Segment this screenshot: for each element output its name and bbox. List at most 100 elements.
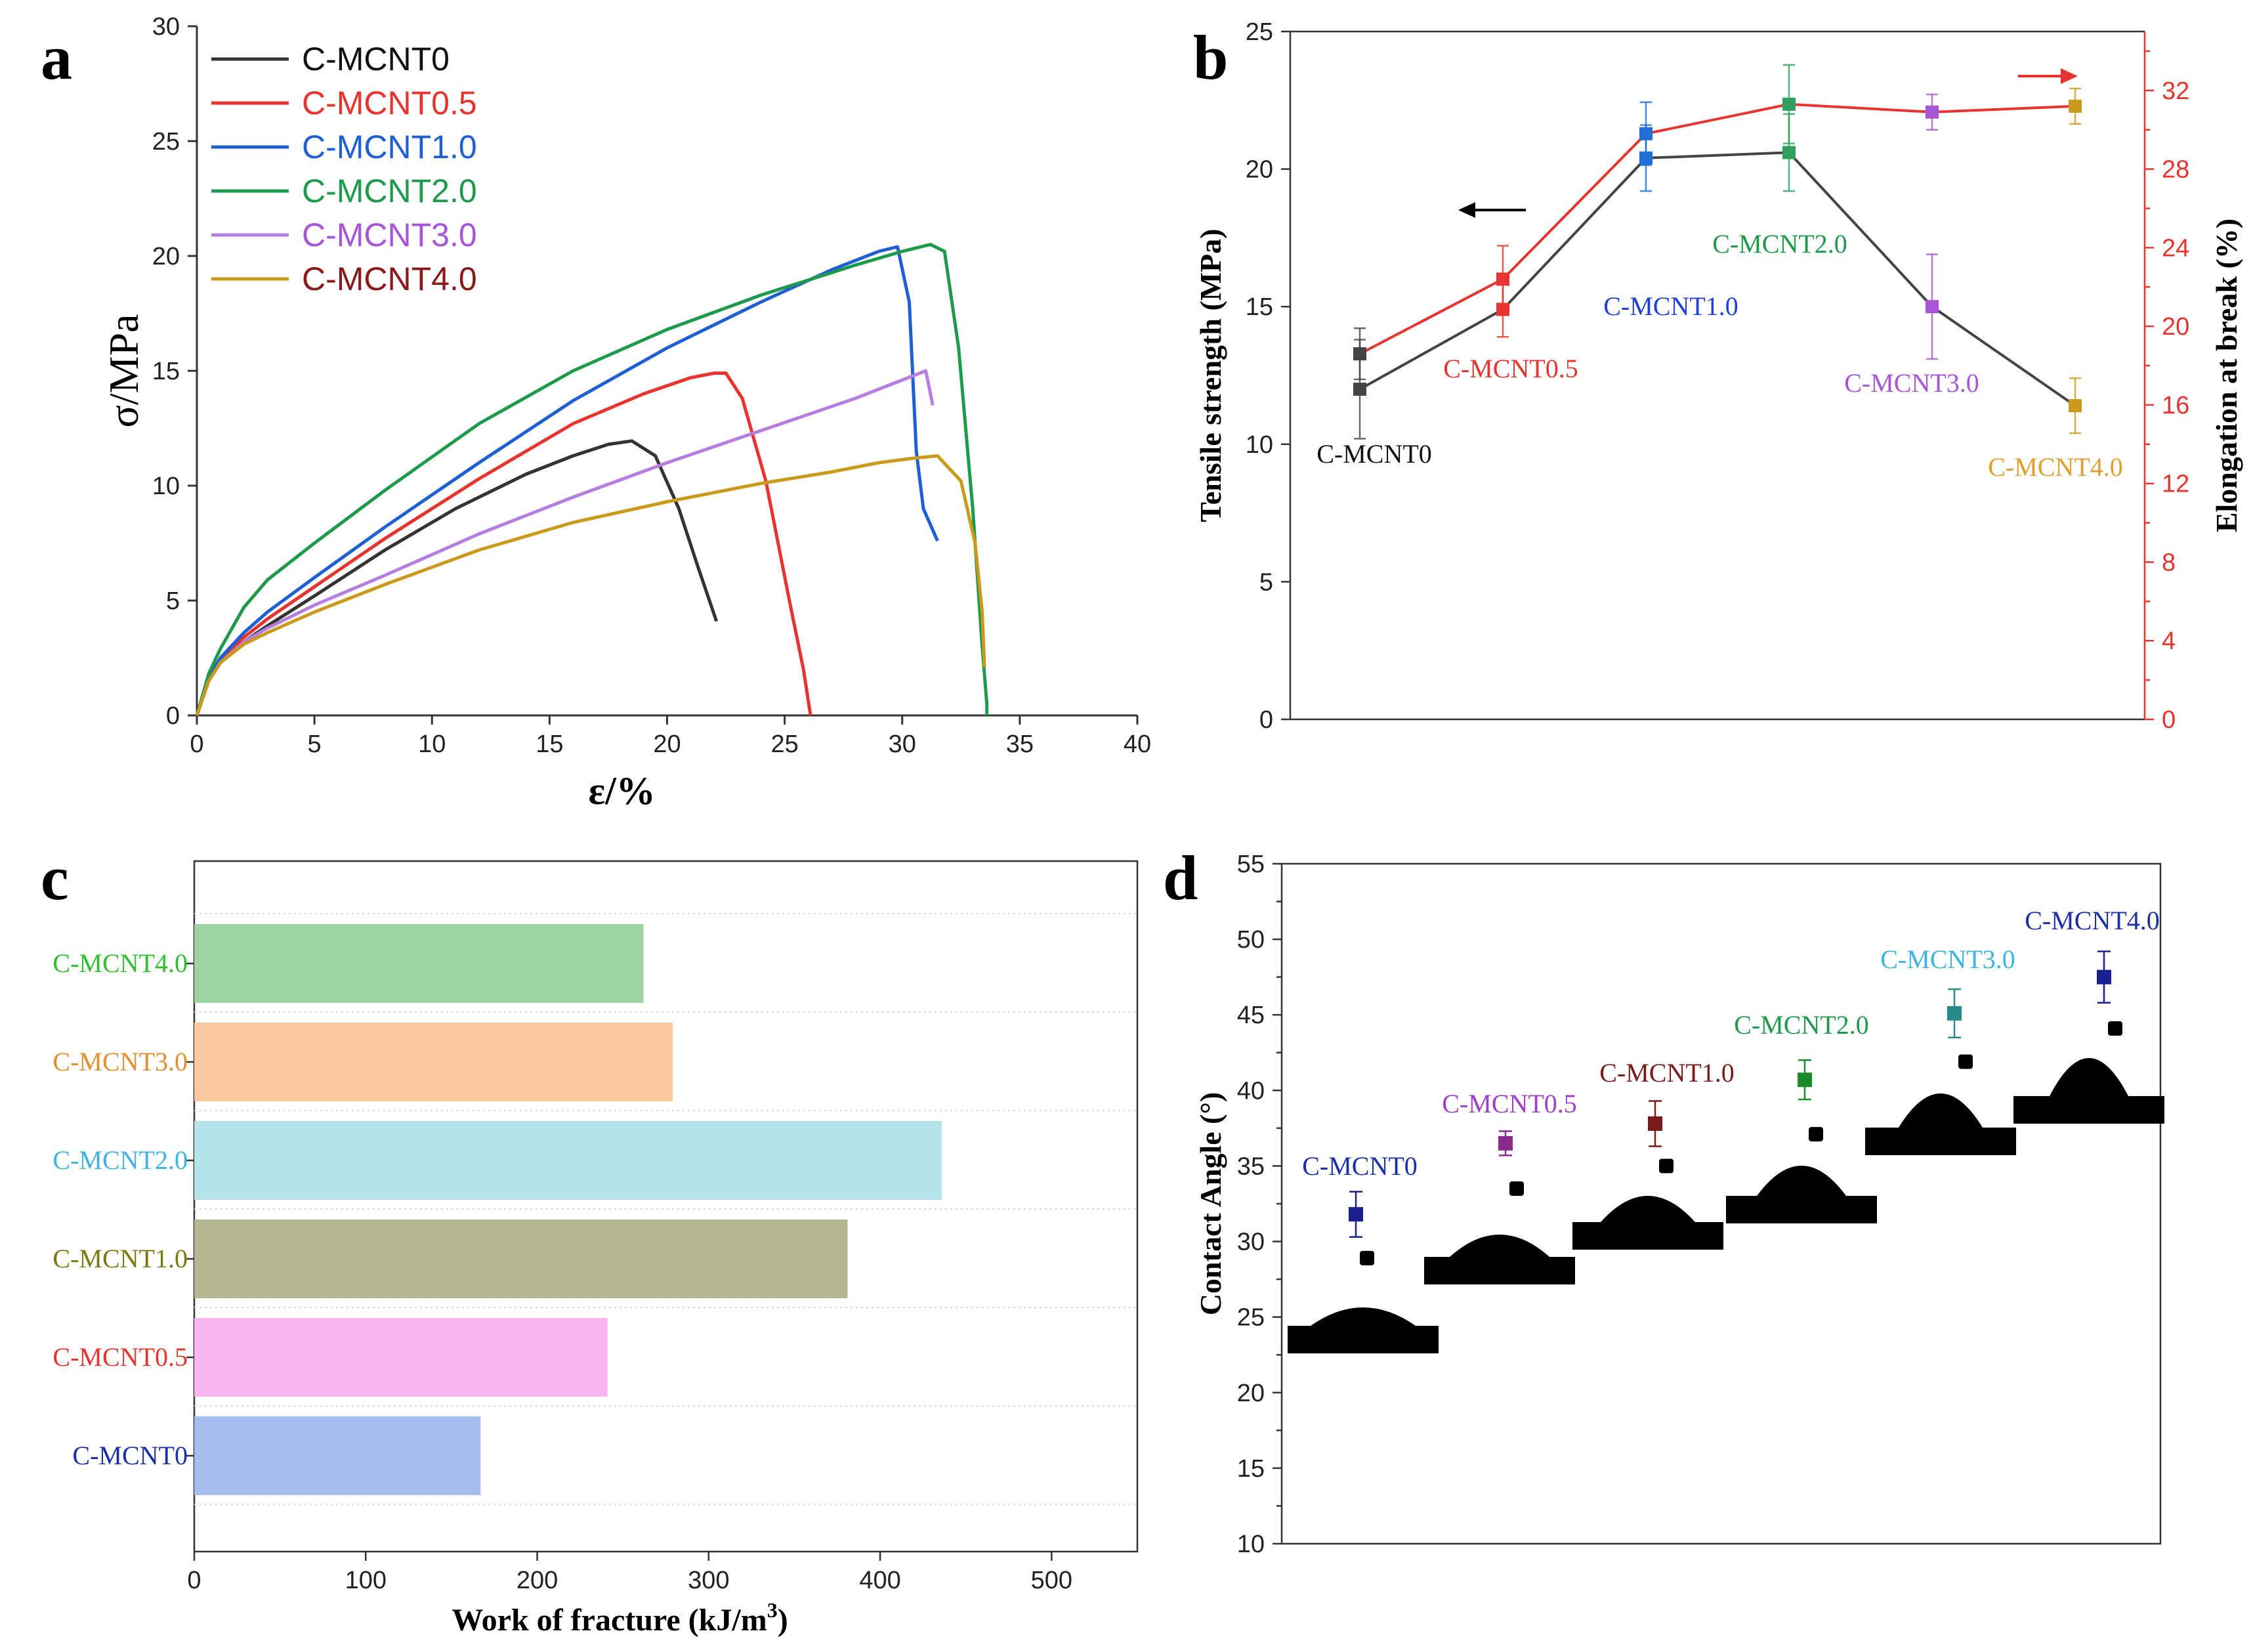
b-data-point — [1926, 300, 1939, 314]
c-x-axis-title-end: ) — [778, 1603, 788, 1638]
b-data-point — [1496, 272, 1509, 286]
b-y2-tick-label: 8 — [2162, 549, 2176, 576]
a-legend-label-C-MCNT0: C-MCNT0 — [302, 41, 450, 77]
b-data-point — [1926, 105, 1939, 119]
a-y-tick-label: 15 — [152, 358, 180, 385]
a-x-tick-label: 25 — [770, 731, 798, 758]
c-bar-C-MCNT4.0 — [194, 924, 644, 1003]
b-category-label-C-MCNT0: C-MCNT0 — [1316, 439, 1432, 469]
b-series-line-0 — [1359, 151, 2076, 407]
b-y-tick-label: 10 — [1246, 431, 1273, 459]
d-secondary-point — [1659, 1158, 1674, 1174]
a-series-line-C-MCNT0 — [195, 439, 719, 716]
chart-c-work-of-fracture: 0 100 200 300 400 500 Work of fracture (kJ/m3)… — [53, 860, 1139, 1638]
b-category-label-C-MCNT4.0: C-MCNT4.0 — [1988, 452, 2123, 482]
d-y-tick-label: 30 — [1237, 1229, 1265, 1256]
d-category-label-C-MCNT2.0: C-MCNT2.0 — [1734, 1010, 1869, 1040]
d-droplet-icon — [1601, 1196, 1695, 1222]
c-category-label-C-MCNT2.0: C-MCNT2.0 — [53, 1145, 188, 1175]
b-series-line-1 — [1359, 102, 2076, 355]
d-droplet-icon — [1757, 1166, 1846, 1196]
b-data-point — [1782, 146, 1796, 159]
d-secondary-point — [1509, 1181, 1524, 1196]
a-x-tick-label: 40 — [1124, 731, 1151, 758]
d-plot-frame — [1280, 862, 2162, 1545]
d-category-label-C-MCNT0.5: C-MCNT0.5 — [1442, 1089, 1577, 1118]
c-bar-C-MCNT3.0 — [194, 1023, 673, 1101]
d-y-tick-label: 55 — [1237, 851, 1265, 878]
b-y2-tick-label: 24 — [2162, 234, 2189, 262]
a-x-axis-title: ε/% — [589, 769, 656, 813]
a-x-tick-label: 0 — [190, 731, 203, 758]
b-y2-tick-label: 20 — [2162, 313, 2189, 341]
d-droplet-icon — [1899, 1093, 1983, 1128]
d-droplet-icon — [2050, 1058, 2128, 1096]
d-secondary-point — [1958, 1054, 1973, 1069]
a-y-tick-label: 30 — [152, 13, 180, 41]
d-category-label-C-MCNT3.0: C-MCNT3.0 — [1880, 944, 2015, 974]
d-droplet-icon — [1311, 1307, 1416, 1326]
b-arrow-right-icon — [2061, 68, 2078, 84]
a-x-tick-label: 10 — [418, 731, 446, 758]
a-legend-label-C-MCNT0.5: C-MCNT0.5 — [302, 85, 477, 121]
d-category-label-C-MCNT1.0: C-MCNT1.0 — [1599, 1058, 1735, 1088]
b-y2-tick-label: 4 — [2162, 627, 2176, 655]
chart-d-contact-angle: 10 15 20 25 30 35 40 45 50 55 Contact Angle (°) C-M… — [1194, 851, 2164, 1558]
d-y-tick-label: 20 — [1237, 1380, 1265, 1407]
d-substrate-icon — [1726, 1196, 1877, 1223]
c-bar-C-MCNT2.0 — [194, 1121, 942, 1200]
b-y-tick-label: 25 — [1246, 18, 1273, 46]
b-y-tick-label: 5 — [1259, 568, 1273, 596]
d-data-point — [1947, 1006, 1962, 1021]
a-series-line-C-MCNT4.0 — [195, 454, 986, 716]
c-bar-C-MCNT1.0 — [194, 1219, 848, 1298]
d-y-tick-label: 25 — [1237, 1304, 1265, 1332]
c-category-label-C-MCNT0.5: C-MCNT0.5 — [53, 1342, 188, 1372]
a-legend-label-C-MCNT1.0: C-MCNT1.0 — [302, 129, 477, 165]
c-bar-C-MCNT0.5 — [194, 1318, 608, 1397]
b-data-point — [1353, 382, 1366, 396]
a-y-tick-label: 10 — [152, 473, 180, 500]
d-category-label-C-MCNT4.0: C-MCNT4.0 — [2025, 906, 2160, 935]
a-y-tick-label: 20 — [152, 243, 180, 270]
a-legend-label-C-MCNT3.0: C-MCNT3.0 — [302, 217, 477, 253]
a-y-tick-label: 25 — [152, 128, 180, 156]
c-x-axis-title: Work of fracture (kJ/m3) — [452, 1598, 788, 1638]
d-substrate-icon — [2013, 1096, 2164, 1124]
a-x-tick-label: 35 — [1006, 731, 1034, 758]
b-y-axis-title: Tensile strength (MPa) — [1194, 228, 1227, 522]
panel-label-b: b — [1193, 22, 1228, 93]
d-droplet-icon — [1450, 1235, 1549, 1257]
d-secondary-point — [1360, 1250, 1374, 1265]
c-plot-frame — [193, 860, 1139, 1553]
b-y2-tick-label: 0 — [2162, 706, 2176, 734]
a-y-axis-title: σ/MPa — [100, 314, 147, 427]
b-y-tick-label: 0 — [1259, 706, 1273, 734]
c-x-tick-label: 500 — [1031, 1567, 1072, 1594]
c-bar-C-MCNT0 — [194, 1416, 481, 1495]
b-data-point — [1639, 127, 1653, 140]
d-secondary-point — [2108, 1021, 2122, 1036]
b-y2-axis-title: Elongation at break (%) — [2210, 219, 2243, 532]
d-substrate-icon — [1424, 1257, 1575, 1284]
d-y-tick-label: 50 — [1237, 926, 1265, 954]
d-data-point — [1648, 1116, 1662, 1131]
d-y-tick-label: 40 — [1237, 1077, 1265, 1105]
d-y-tick-label: 35 — [1237, 1153, 1265, 1180]
a-series-line-C-MCNT2.0 — [195, 243, 989, 716]
d-substrate-icon — [1865, 1128, 2016, 1155]
a-x-tick-label: 20 — [653, 731, 681, 758]
b-category-label-C-MCNT1.0: C-MCNT1.0 — [1603, 291, 1738, 321]
d-y-tick-label: 15 — [1237, 1455, 1265, 1483]
c-x-tick-label: 300 — [688, 1567, 729, 1594]
a-x-tick-label: 15 — [536, 731, 563, 758]
d-y-axis-title: Contact Angle (°) — [1194, 1092, 1227, 1315]
a-x-tick-label: 30 — [889, 731, 916, 758]
chart-b-strength-elongation: 0 5 10 15 20 25 0 4 8 12 16 20 24 28 32 Tensile strengt… — [1194, 18, 2243, 734]
a-legend-label-C-MCNT4.0: C-MCNT4.0 — [302, 261, 477, 297]
a-y-tick-label: 5 — [166, 587, 180, 615]
chart-a-stress-strain: 0 5 10 15 20 25 30 35 40 0 5 10 15 20 25 30 ε/% σ/MPa C-MC… — [100, 13, 1151, 813]
a-series-line-C-MCNT3.0 — [195, 369, 935, 716]
d-category-label-C-MCNT0: C-MCNT0 — [1302, 1151, 1418, 1181]
